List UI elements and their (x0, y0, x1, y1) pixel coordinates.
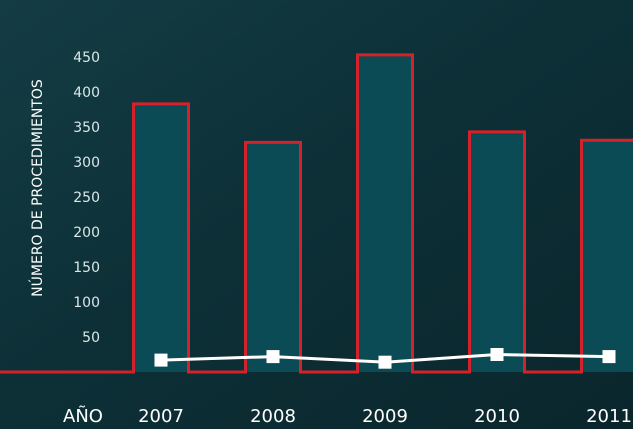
bar-2008 (245, 142, 301, 372)
line-point-2010 (490, 348, 504, 361)
y-axis-ticks: 50 100 150 200 250 300 350 400 450 (73, 50, 100, 346)
bar-2011 (581, 140, 633, 372)
y-tick-label: 450 (73, 50, 100, 66)
y-tick-label: 400 (73, 85, 100, 101)
y-tick-label: 250 (73, 190, 100, 206)
x-axis-title: AÑO (63, 405, 103, 427)
line-point-2011 (602, 350, 616, 364)
y-tick-label: 150 (73, 260, 100, 276)
y-tick-label: 300 (73, 155, 100, 171)
y-tick-label: 200 (73, 225, 100, 241)
line-point-2007 (154, 353, 168, 367)
line-point-2008 (266, 350, 280, 364)
bar-2010 (469, 131, 525, 372)
x-tick-label: 2008 (250, 406, 296, 427)
x-tick-label: 2011 (586, 406, 632, 427)
bar-outline (0, 53, 633, 374)
line-point-2009 (378, 355, 392, 369)
bars-layer (0, 53, 633, 374)
x-tick-label: 2010 (474, 406, 520, 427)
bar-2007 (133, 103, 189, 373)
y-tick-label: 350 (73, 120, 100, 136)
x-tick-label: 2009 (362, 406, 408, 427)
y-axis-title: NÚMERO DE PROCEDIMIENTOS (28, 79, 46, 297)
bar-2009 (357, 54, 413, 373)
x-tick-label: 2007 (138, 406, 184, 427)
y-tick-label: 50 (82, 330, 100, 346)
x-axis-ticks: 2007 2008 2009 2010 2011 (138, 406, 632, 427)
y-tick-label: 100 (73, 295, 100, 311)
line-series-layer (154, 348, 616, 369)
